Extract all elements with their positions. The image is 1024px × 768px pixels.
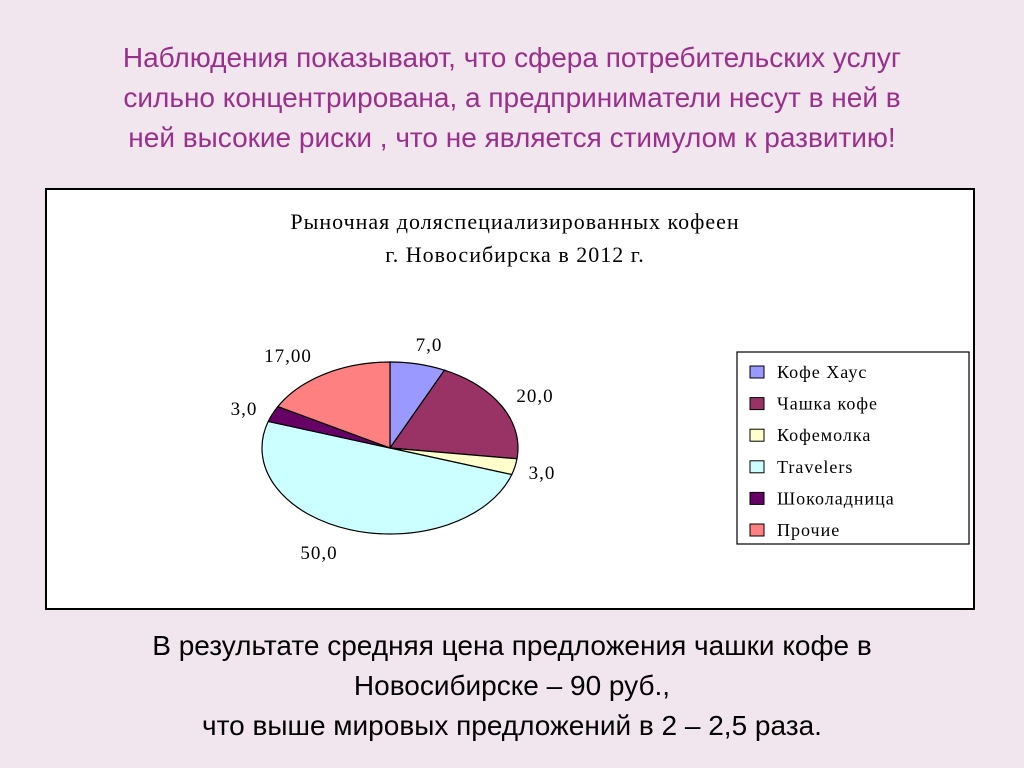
legend-swatch [749, 428, 765, 442]
slide-heading: Наблюдения показывают, что сфера потреби… [40, 38, 984, 158]
pie-chart-panel: Рыночная доляспециализированных кофеен г… [45, 188, 975, 610]
legend-swatch [749, 460, 765, 474]
legend-swatch [749, 523, 765, 537]
footer-line: В результате средняя цена предложения ча… [152, 630, 872, 661]
slice-value-label: 20,0 [516, 386, 553, 407]
pie-slice [388, 369, 519, 460]
footer-line: Новосибирске – 90 руб., [353, 670, 671, 701]
legend-entry-label: Кофемолка [777, 425, 871, 445]
legend-entry-label: Чашка кофе [777, 394, 878, 414]
legend-entry-label: Прочие [777, 520, 840, 540]
legend-entry-label: Шоколадница [777, 488, 895, 508]
slice-value-label: 17,00 [264, 346, 312, 367]
slide-footer: В результате средняя цена предложения ча… [40, 626, 984, 746]
chart-title-line: г. Новосибирска в 2012 г. [385, 242, 645, 267]
legend-frame [736, 351, 970, 545]
chart-title-line: Рыночная доляспециализированных кофеен [290, 209, 739, 234]
heading-line: ней высокие риски , что не является стим… [128, 122, 896, 153]
legend-swatch [749, 491, 765, 505]
data-labels: 7,0 20,0 3,0 50,0 3,0 17,00 [231, 335, 556, 564]
legend-swatch [749, 397, 765, 411]
legend: Кофе Хаус Чашка кофе Кофемолка Travelers Шок… [736, 351, 970, 545]
pie-chart: Рыночная доляспециализированных кофеен г… [231, 209, 970, 564]
slice-value-label: 7,0 [416, 335, 443, 356]
slice-value-label: 50,0 [300, 543, 337, 564]
footer-line: что выше мировых предложений в 2 – 2,5 р… [202, 710, 822, 741]
slice-value-label: 3,0 [231, 399, 258, 420]
legend-swatch [749, 365, 765, 379]
pie-slices [261, 361, 519, 535]
legend-entry-label: Кофе Хаус [777, 362, 867, 382]
heading-line: Наблюдения показывают, что сфера потреби… [122, 42, 902, 73]
legend-entry-label: Travelers [777, 457, 853, 477]
heading-line: сильно концентрирована, а предпринимател… [123, 82, 901, 113]
slice-value-label: 3,0 [529, 463, 556, 484]
pie-slice [276, 361, 391, 449]
pie-slice [261, 420, 513, 535]
